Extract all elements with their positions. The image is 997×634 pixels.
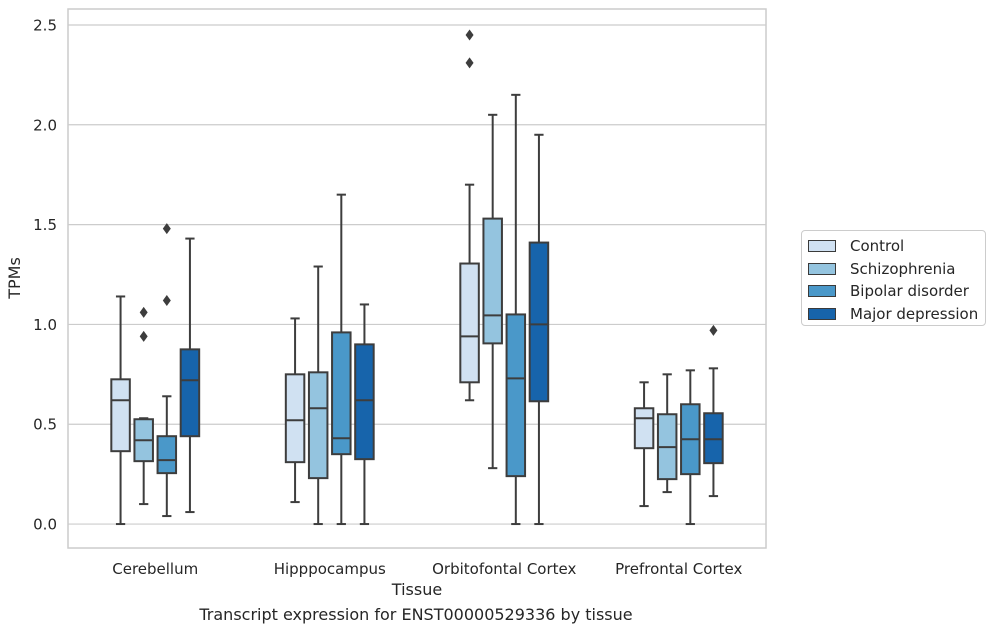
legend-item: Schizophrenia	[802, 258, 985, 281]
box-bipolar-disorder	[331, 193, 352, 526]
outlier-point	[139, 330, 148, 342]
box-control	[284, 317, 306, 504]
chart-caption: Transcript expression for ENST0000052933…	[199, 605, 633, 624]
y-tick-label: 1.5	[33, 216, 57, 234]
legend-item: Control	[802, 235, 985, 258]
iqr-box	[354, 343, 375, 461]
legend-swatch	[808, 285, 836, 298]
box-bipolar-disorder	[156, 223, 178, 518]
iqr-box	[110, 378, 131, 453]
box-major-depression	[528, 133, 550, 526]
y-tick-labels: 0.0 0.5 1.0 1.5 2.0 2.5	[33, 16, 57, 533]
iqr-box	[528, 241, 550, 403]
box-schizophrenia	[133, 306, 154, 506]
box-series	[110, 29, 724, 526]
x-axis-label: Tissue	[391, 580, 442, 599]
iqr-box	[179, 348, 201, 438]
legend-label: Bipolar disorder	[850, 282, 969, 301]
plot-area	[67, 8, 767, 549]
legend-label: Major depression	[850, 304, 979, 323]
iqr-box	[156, 435, 178, 475]
outlier-point	[465, 29, 474, 41]
y-tick-label: 2.0	[33, 116, 57, 134]
box-major-depression	[703, 324, 724, 498]
legend: Control Schizophrenia Bipolar disorder Majo…	[801, 230, 986, 326]
legend-label: Control	[850, 237, 905, 256]
x-tick-label: Cerebellum	[112, 560, 198, 578]
outlier-point	[139, 306, 148, 318]
box-schizophrenia	[307, 265, 329, 526]
outlier-point	[709, 324, 718, 336]
iqr-box	[307, 371, 329, 480]
box-major-depression	[354, 303, 375, 526]
x-tick-label: Hipppocampus	[274, 560, 386, 578]
box-control	[110, 295, 131, 526]
box-control	[459, 29, 480, 402]
x-tick-label: Orbitofontal Cortex	[432, 560, 576, 578]
iqr-box	[459, 262, 480, 384]
outlier-point	[465, 57, 474, 69]
y-axis-label: TPMs	[5, 257, 24, 300]
legend-swatch	[808, 262, 836, 275]
box-bipolar-disorder	[505, 93, 527, 526]
x-tick-labels: Cerebellum Hipppocampus Orbitofontal Corte…	[112, 560, 742, 578]
legend-item: Bipolar disorder	[802, 280, 985, 303]
x-tick-label: Prefrontal Cortex	[615, 560, 742, 578]
legend-label: Schizophrenia	[850, 259, 956, 278]
legend-item: Major depression	[802, 303, 985, 326]
iqr-box	[633, 407, 655, 450]
box-major-depression	[179, 237, 201, 514]
y-tick-label: 2.5	[33, 16, 57, 34]
iqr-box	[331, 331, 352, 456]
box-schizophrenia	[482, 113, 503, 470]
iqr-box	[482, 217, 503, 345]
outlier-point	[162, 294, 171, 306]
box-schizophrenia	[656, 373, 678, 494]
legend-swatch	[808, 240, 836, 253]
y-tick-label: 0.0	[33, 516, 57, 534]
iqr-box	[505, 313, 527, 478]
outlier-point	[162, 223, 171, 235]
y-tick-label: 0.5	[33, 416, 57, 434]
box-bipolar-disorder	[680, 369, 701, 526]
box-control	[633, 381, 655, 508]
y-tick-label: 1.0	[33, 316, 57, 334]
legend-swatch	[808, 307, 836, 320]
iqr-box	[284, 373, 306, 464]
